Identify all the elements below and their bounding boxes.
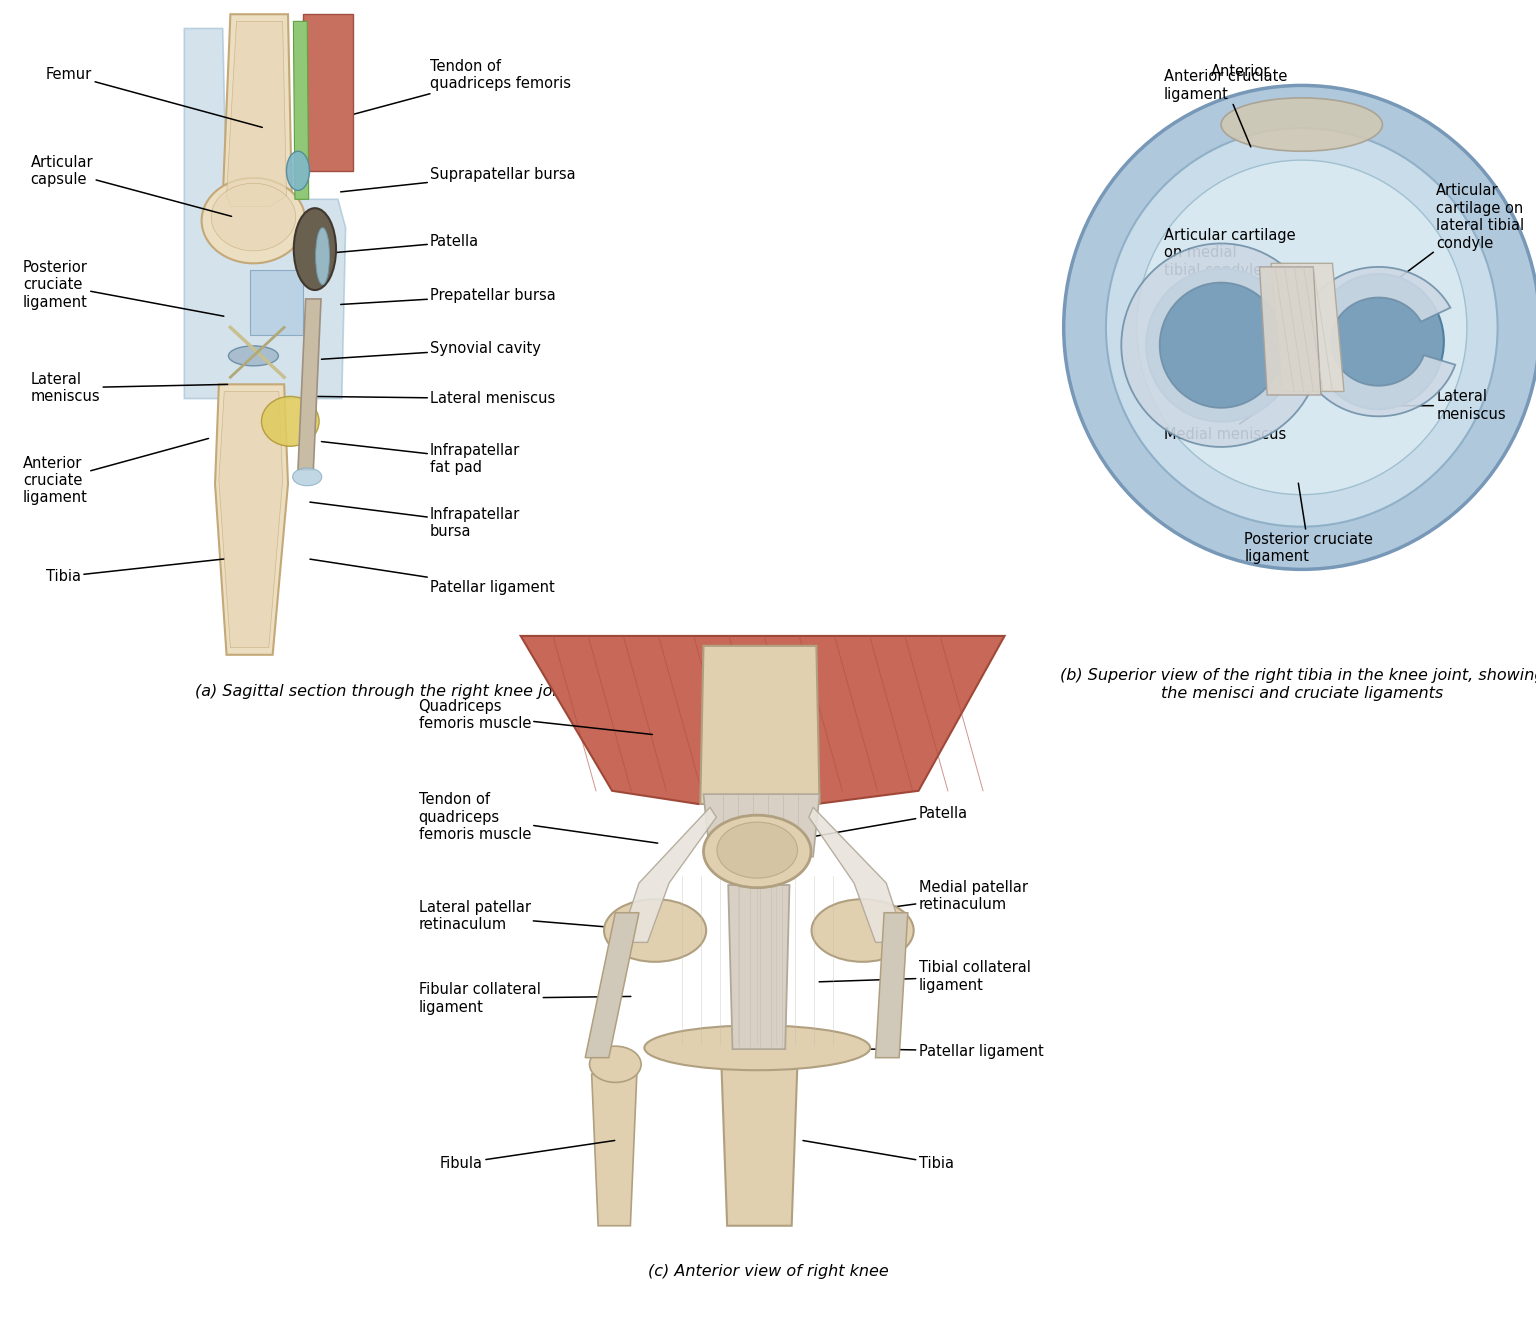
Text: Lateral meniscus: Lateral meniscus bbox=[318, 391, 556, 406]
Polygon shape bbox=[876, 912, 908, 1057]
Ellipse shape bbox=[1313, 274, 1444, 409]
Polygon shape bbox=[1260, 266, 1321, 395]
Text: Medial patellar
retinaculum: Medial patellar retinaculum bbox=[819, 880, 1028, 917]
Text: Anterior: Anterior bbox=[1210, 63, 1270, 79]
Polygon shape bbox=[1121, 244, 1319, 447]
Text: Quadriceps
femoris muscle: Quadriceps femoris muscle bbox=[418, 699, 653, 734]
Polygon shape bbox=[585, 912, 639, 1057]
Text: Suprapatellar bursa: Suprapatellar bursa bbox=[341, 167, 576, 192]
Ellipse shape bbox=[287, 152, 310, 190]
Text: Patellar ligament: Patellar ligament bbox=[803, 1044, 1043, 1058]
Ellipse shape bbox=[1106, 128, 1498, 527]
Text: Infrapatellar
bursa: Infrapatellar bursa bbox=[310, 502, 521, 539]
Text: Articular
cartilage on
lateral tibial
condyle: Articular cartilage on lateral tibial co… bbox=[1392, 183, 1524, 283]
Polygon shape bbox=[619, 807, 716, 942]
Text: Articular cartilage
on medial
tibial condyle: Articular cartilage on medial tibial con… bbox=[1164, 228, 1295, 297]
Polygon shape bbox=[223, 14, 292, 214]
Polygon shape bbox=[184, 29, 346, 398]
Polygon shape bbox=[591, 1074, 637, 1226]
Ellipse shape bbox=[811, 899, 914, 962]
Text: Tendon of
quadriceps femoris: Tendon of quadriceps femoris bbox=[344, 58, 571, 117]
Polygon shape bbox=[1298, 268, 1455, 416]
Text: Anterior cruciate
ligament: Anterior cruciate ligament bbox=[1164, 70, 1287, 146]
Ellipse shape bbox=[316, 228, 329, 285]
Polygon shape bbox=[298, 299, 321, 469]
Ellipse shape bbox=[1137, 159, 1467, 494]
Polygon shape bbox=[293, 21, 309, 199]
Polygon shape bbox=[720, 1044, 799, 1226]
Ellipse shape bbox=[210, 183, 295, 250]
Text: Posterior cruciate
ligament: Posterior cruciate ligament bbox=[1244, 484, 1373, 564]
Ellipse shape bbox=[293, 208, 336, 290]
Text: Femur: Femur bbox=[46, 67, 263, 128]
Ellipse shape bbox=[1063, 86, 1536, 569]
Text: Patellar ligament: Patellar ligament bbox=[310, 559, 554, 594]
Polygon shape bbox=[218, 391, 283, 647]
Text: Lateral
meniscus: Lateral meniscus bbox=[31, 372, 227, 405]
Polygon shape bbox=[703, 793, 820, 857]
Ellipse shape bbox=[703, 815, 811, 888]
Polygon shape bbox=[809, 807, 906, 942]
Text: Articular
capsule: Articular capsule bbox=[31, 154, 232, 216]
Ellipse shape bbox=[717, 822, 797, 878]
Text: Tendon of
quadriceps
femoris muscle: Tendon of quadriceps femoris muscle bbox=[418, 792, 657, 844]
Text: Anterior
cruciate
ligament: Anterior cruciate ligament bbox=[23, 439, 209, 505]
Text: Infrapatellar
fat pad: Infrapatellar fat pad bbox=[321, 442, 521, 476]
Polygon shape bbox=[215, 385, 289, 655]
Ellipse shape bbox=[604, 899, 707, 962]
Text: Lateral patellar
retinaculum: Lateral patellar retinaculum bbox=[418, 900, 647, 932]
Ellipse shape bbox=[201, 178, 306, 264]
Polygon shape bbox=[728, 886, 790, 1049]
Text: Fibular collateral
ligament: Fibular collateral ligament bbox=[418, 982, 631, 1015]
Ellipse shape bbox=[1146, 269, 1296, 422]
Text: Patella: Patella bbox=[336, 235, 479, 253]
Text: Medial meniscus: Medial meniscus bbox=[1164, 414, 1286, 442]
Ellipse shape bbox=[293, 468, 323, 486]
Text: Fibula: Fibula bbox=[439, 1140, 614, 1170]
Text: Tibial collateral
ligament: Tibial collateral ligament bbox=[819, 961, 1031, 992]
Text: Posterior
cruciate
ligament: Posterior cruciate ligament bbox=[23, 260, 224, 316]
Polygon shape bbox=[521, 635, 1005, 804]
Text: (b) Superior view of the right tibia in the knee joint, showing
the menisci and : (b) Superior view of the right tibia in … bbox=[1060, 668, 1536, 701]
Ellipse shape bbox=[261, 397, 319, 447]
Text: Prepatellar bursa: Prepatellar bursa bbox=[341, 287, 556, 304]
Ellipse shape bbox=[1221, 98, 1382, 152]
Ellipse shape bbox=[645, 1025, 869, 1070]
Polygon shape bbox=[249, 270, 304, 335]
Text: Synovial cavity: Synovial cavity bbox=[321, 341, 541, 360]
Polygon shape bbox=[1270, 264, 1344, 391]
Text: Tibia: Tibia bbox=[46, 559, 224, 584]
Text: Patella: Patella bbox=[814, 807, 968, 837]
Ellipse shape bbox=[590, 1046, 641, 1082]
Ellipse shape bbox=[229, 345, 278, 366]
Text: Lateral
meniscus: Lateral meniscus bbox=[1393, 390, 1505, 422]
Text: (c) Anterior view of right knee: (c) Anterior view of right knee bbox=[648, 1264, 888, 1280]
Text: Tibia: Tibia bbox=[803, 1140, 954, 1170]
Text: (a) Sagittal section through the right knee joint: (a) Sagittal section through the right k… bbox=[195, 684, 573, 700]
Polygon shape bbox=[700, 646, 820, 804]
Polygon shape bbox=[304, 14, 353, 171]
Polygon shape bbox=[227, 21, 286, 207]
